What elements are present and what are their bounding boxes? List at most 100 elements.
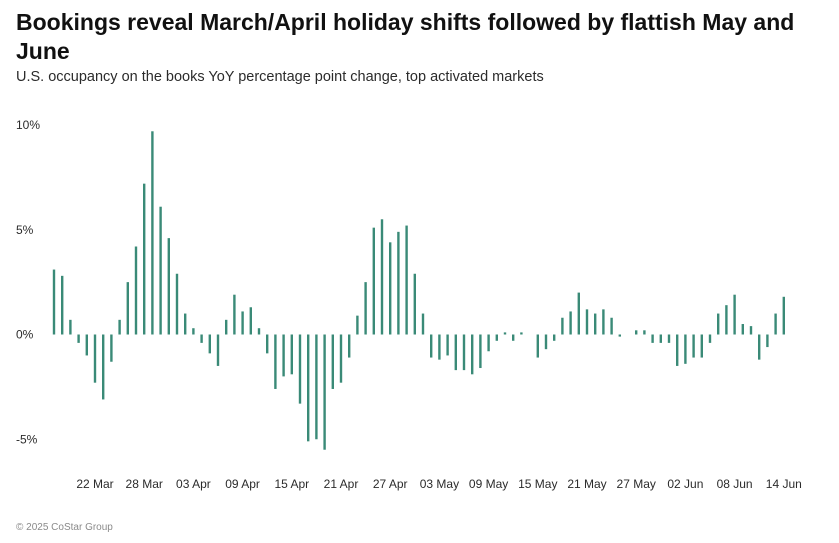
- y-tick-label: 5%: [16, 223, 34, 237]
- bar: [175, 273, 179, 335]
- bar: [167, 238, 170, 335]
- bar: [339, 334, 343, 383]
- chart-title: Bookings reveal March/April holiday shif…: [16, 9, 795, 64]
- chart-subtitle: U.S. occupancy on the books YoY percenta…: [16, 69, 544, 85]
- bar: [585, 309, 589, 335]
- x-tick-label: 22 Mar: [76, 477, 113, 491]
- bar: [249, 307, 252, 335]
- bar: [225, 319, 228, 335]
- bar: [594, 313, 597, 335]
- bar: [684, 334, 687, 364]
- bar: [544, 334, 548, 350]
- bar: [520, 332, 523, 335]
- bar: [569, 311, 572, 335]
- bar: [430, 334, 433, 358]
- bar: [577, 292, 580, 335]
- bar: [717, 313, 720, 335]
- bar: [741, 324, 744, 335]
- y-axis: 10% 5% 0% -5%: [16, 118, 40, 446]
- bar: [676, 334, 679, 366]
- bar: [69, 319, 72, 335]
- bar: [462, 334, 466, 371]
- bar: [77, 334, 80, 343]
- bar: [266, 334, 269, 354]
- bar: [643, 330, 646, 335]
- bar: [331, 334, 334, 389]
- x-tick-label: 08 Jun: [717, 477, 753, 491]
- bar: [421, 313, 425, 335]
- bar: [192, 328, 195, 335]
- x-axis: 22 Mar 28 Mar 03 Apr 09 Apr 15 Apr 21 Apr 27 A…: [76, 477, 801, 491]
- bar: [151, 131, 154, 335]
- bar: [61, 275, 64, 335]
- bar: [216, 334, 220, 366]
- bar: [102, 334, 105, 400]
- bar: [298, 334, 302, 404]
- bar: [512, 334, 515, 341]
- x-tick-label: 09 May: [469, 477, 508, 491]
- bar: [184, 313, 187, 335]
- bar: [692, 334, 695, 358]
- bar: [159, 206, 162, 335]
- bar: [733, 294, 736, 335]
- bar: [208, 334, 211, 354]
- bar: [503, 332, 507, 335]
- bar: [651, 334, 654, 343]
- bar: [782, 296, 785, 335]
- bar: [110, 334, 113, 362]
- bar: [364, 282, 367, 335]
- bar: [85, 334, 88, 356]
- bar: [126, 282, 129, 335]
- bar: [323, 334, 326, 450]
- bar: [438, 334, 441, 360]
- bar: [479, 334, 482, 369]
- x-tick-label: 27 May: [617, 477, 656, 491]
- bar: [758, 334, 761, 360]
- bar: [536, 334, 539, 358]
- bar: [635, 330, 638, 335]
- x-tick-label: 27 Apr: [373, 477, 408, 491]
- x-tick-label: 03 May: [420, 477, 459, 491]
- y-tick-label: 0%: [16, 328, 34, 342]
- bar: [774, 313, 777, 335]
- bar: [454, 334, 457, 371]
- bar: [413, 273, 416, 335]
- bar: [397, 231, 400, 335]
- bar: [52, 269, 56, 335]
- bar: [602, 309, 605, 335]
- bar: [372, 227, 375, 335]
- x-tick-label: 15 May: [518, 477, 557, 491]
- bar: [274, 334, 277, 389]
- x-tick-label: 21 Apr: [324, 477, 359, 491]
- bar: [282, 334, 285, 377]
- bar: [405, 225, 408, 335]
- bar: [749, 326, 753, 335]
- bar: [495, 334, 498, 341]
- bar: [618, 334, 621, 337]
- bar: [610, 317, 613, 335]
- bar: [233, 294, 236, 335]
- bar: [700, 334, 703, 358]
- bar: [257, 328, 261, 335]
- bar: [380, 219, 384, 335]
- bar: [725, 305, 728, 335]
- bar: [307, 334, 310, 442]
- x-tick-label: 21 May: [567, 477, 606, 491]
- bar: [389, 242, 392, 335]
- bar: [315, 334, 318, 440]
- bar: [446, 334, 449, 356]
- bar: [471, 334, 474, 375]
- x-tick-label: 03 Apr: [176, 477, 211, 491]
- bar: [667, 334, 671, 343]
- x-tick-label: 09 Apr: [225, 477, 260, 491]
- bar: [200, 334, 203, 343]
- bar: [553, 334, 556, 341]
- x-tick-label: 02 Jun: [667, 477, 703, 491]
- bar: [134, 246, 138, 335]
- bar: [93, 334, 97, 383]
- bar: [118, 319, 121, 335]
- bar: [143, 183, 146, 335]
- bar: [241, 311, 244, 335]
- x-tick-label: 28 Mar: [126, 477, 163, 491]
